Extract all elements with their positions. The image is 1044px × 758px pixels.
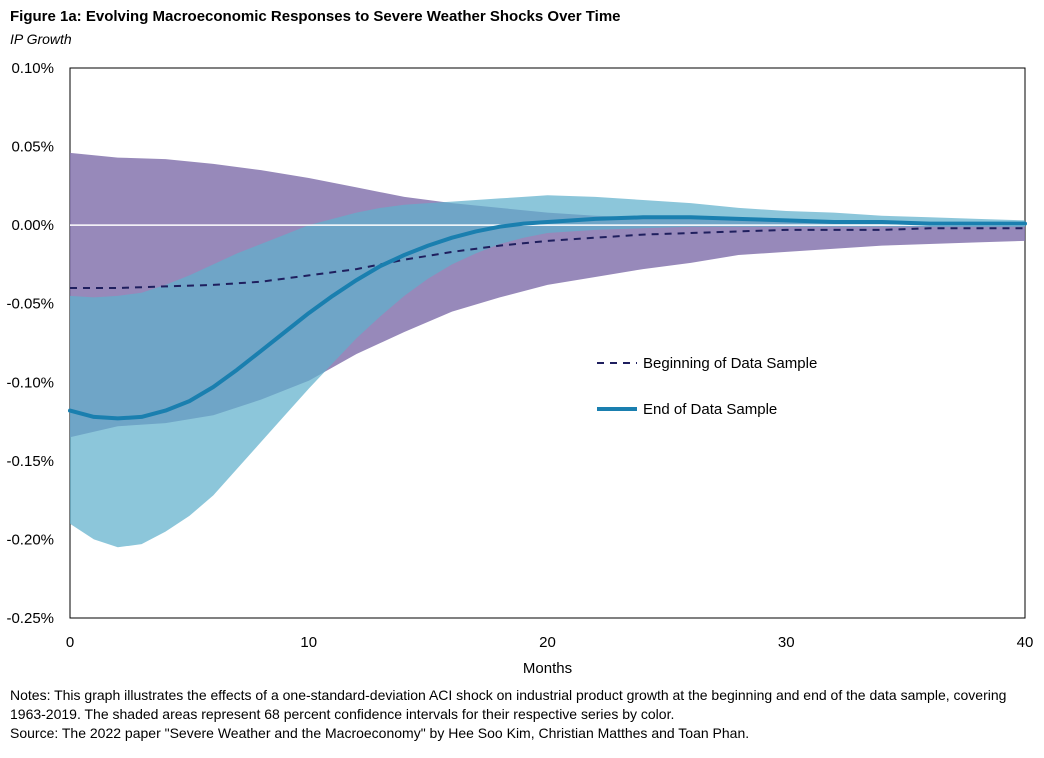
chart-area: 0.10% 0.05% 0.00% -0.05% -0.10% -0.15% -0.20% -… (6, 60, 1034, 677)
x-tick-label: 10 (300, 634, 317, 651)
confidence-bands (70, 152, 1025, 548)
series-line-end (68, 215, 1027, 421)
series-line-beginning (70, 227, 1025, 289)
series-lines (68, 215, 1027, 421)
legend: Beginning of Data Sample End of Data Samp… (597, 355, 817, 418)
x-tick-label: 40 (1017, 634, 1034, 651)
x-tick-label: 30 (778, 634, 795, 651)
confidence-band-end (70, 195, 1025, 548)
y-tick-label: -0.20% (6, 531, 54, 548)
y-tick-label: -0.05% (6, 296, 54, 313)
chart-subtitle: IP Growth (10, 31, 72, 47)
notes-text: Notes: This graph illustrates the effect… (10, 687, 1007, 722)
x-tick-label: 0 (66, 634, 74, 651)
source-text: Source: The 2022 paper "Severe Weather a… (10, 725, 750, 741)
x-axis-label: Months (523, 660, 572, 677)
y-tick-label: -0.10% (6, 374, 54, 391)
x-axis-ticks: 0 10 20 30 40 (66, 634, 1034, 651)
notes: Notes: This graph illustrates the effect… (10, 686, 1030, 743)
y-tick-label: -0.15% (6, 453, 54, 470)
y-tick-label: 0.10% (11, 60, 54, 77)
x-tick-label: 20 (539, 634, 556, 651)
chart-title: Figure 1a: Evolving Macroeconomic Respon… (10, 8, 621, 25)
legend-label-beginning: Beginning of Data Sample (643, 355, 817, 372)
legend-label-end: End of Data Sample (643, 401, 777, 418)
y-tick-label: 0.00% (11, 217, 54, 234)
y-tick-label: -0.25% (6, 610, 54, 627)
y-tick-label: 0.05% (11, 139, 54, 156)
y-axis-ticks: 0.10% 0.05% 0.00% -0.05% -0.10% -0.15% -0.20% -… (6, 60, 54, 627)
